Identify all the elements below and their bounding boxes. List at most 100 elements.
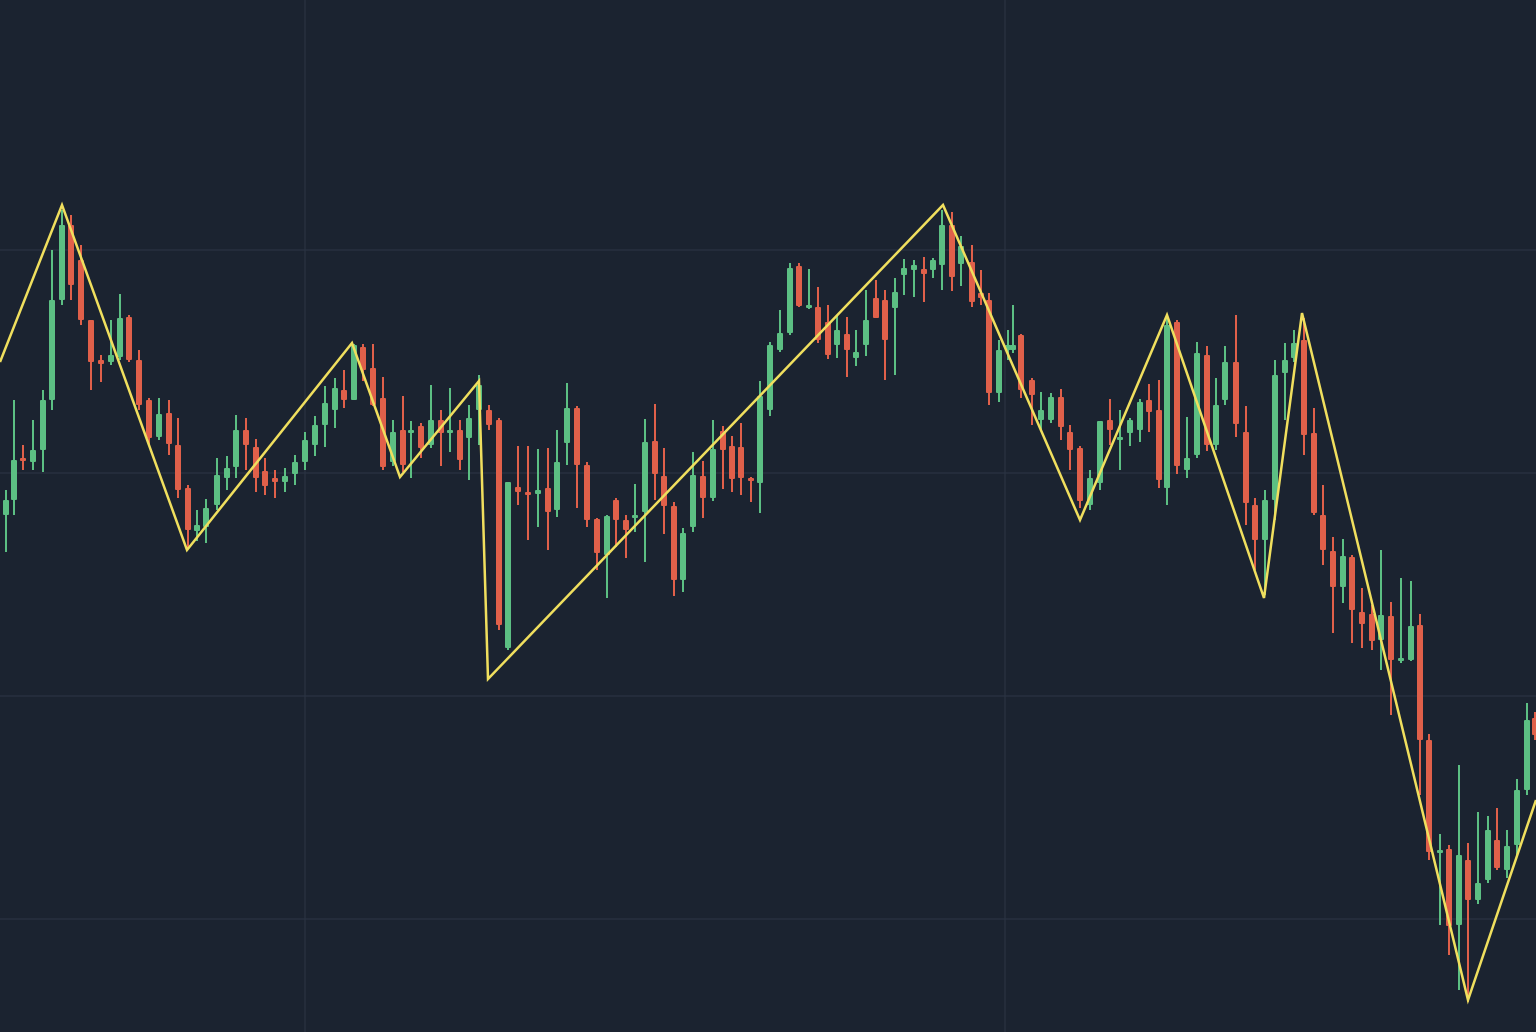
candle-body xyxy=(3,500,9,515)
candle-bullish xyxy=(1272,360,1278,520)
candle-bullish xyxy=(930,258,936,278)
candle-bearish xyxy=(243,418,249,470)
candle-body xyxy=(1514,790,1520,845)
candle-bearish xyxy=(486,405,492,430)
candle-body xyxy=(806,305,812,308)
candle-body xyxy=(1018,335,1024,390)
candle-body xyxy=(986,300,992,393)
candle-body xyxy=(921,269,927,274)
candle-body xyxy=(1067,432,1073,450)
candle-body xyxy=(1252,505,1258,540)
candle-body xyxy=(98,360,104,364)
candle-body xyxy=(892,292,898,308)
candle-bearish xyxy=(825,305,831,359)
candle-bullish xyxy=(911,260,917,297)
candle-bearish xyxy=(882,290,888,380)
candle-bearish xyxy=(136,350,142,410)
candle-bullish xyxy=(1524,703,1530,795)
candle-body xyxy=(901,268,907,275)
candle-body xyxy=(272,478,278,482)
candle-body xyxy=(1330,551,1336,587)
candle-bullish xyxy=(680,528,686,592)
candle-body xyxy=(911,265,917,270)
candle-body xyxy=(1272,375,1278,500)
candle-bearish xyxy=(1077,446,1083,508)
candle-body xyxy=(1446,849,1452,926)
candle-bullish xyxy=(1456,765,1462,990)
candle-bearish xyxy=(1301,318,1307,455)
candle-bullish xyxy=(996,340,1002,402)
candle-bullish xyxy=(1398,578,1404,663)
candle-body xyxy=(1117,437,1123,440)
candle-bullish xyxy=(853,330,859,366)
candle-body xyxy=(882,300,888,340)
candle-bullish xyxy=(1137,399,1143,442)
candle-body xyxy=(700,476,706,498)
candle-bullish xyxy=(214,458,220,510)
candle-bullish xyxy=(322,386,328,447)
candle-bearish xyxy=(166,400,172,455)
candle-body xyxy=(185,488,191,530)
candle-body xyxy=(1282,360,1288,373)
candle-body xyxy=(1077,448,1083,501)
candle-body xyxy=(525,492,531,495)
candle-bullish xyxy=(447,388,453,452)
candle-body xyxy=(214,475,220,505)
candle-bullish xyxy=(1048,393,1054,423)
candle-body xyxy=(613,500,619,520)
candle-bullish xyxy=(40,390,46,472)
candle-bullish xyxy=(642,419,648,562)
candle-bullish xyxy=(1504,830,1510,878)
candle-body xyxy=(853,352,859,358)
candle-bullish xyxy=(710,420,716,501)
candle-bearish xyxy=(126,315,132,362)
candle-body xyxy=(594,519,600,553)
candle-bullish xyxy=(332,378,338,428)
candle-body xyxy=(1156,410,1162,480)
candle-bullish xyxy=(1475,812,1481,904)
candle-bearish xyxy=(457,420,463,470)
candle-bullish xyxy=(1127,418,1133,446)
candle-body xyxy=(203,508,209,527)
candle-bearish xyxy=(1029,378,1035,425)
candle-bullish xyxy=(203,499,209,543)
candle-bullish xyxy=(49,250,55,410)
candle-body xyxy=(78,260,84,320)
candle-body xyxy=(873,298,879,318)
candle-body xyxy=(1164,325,1170,488)
candle-bearish xyxy=(844,317,850,377)
candle-body xyxy=(1456,855,1462,925)
candle-body xyxy=(136,360,142,405)
candle-body xyxy=(194,525,200,531)
candle-bullish xyxy=(1117,410,1123,470)
candle-body xyxy=(40,400,46,450)
candle-body xyxy=(545,488,551,512)
candle-body xyxy=(262,471,268,486)
candle-bullish xyxy=(892,278,898,375)
candle-bearish xyxy=(88,320,94,390)
candle-body xyxy=(815,307,821,340)
candle-body xyxy=(863,320,869,345)
candle-body xyxy=(834,330,840,345)
candle-bearish xyxy=(738,423,744,495)
candle-bearish xyxy=(525,446,531,540)
candle-bullish xyxy=(3,490,9,552)
candle-bullish xyxy=(117,294,123,360)
candle-body xyxy=(1398,658,1404,661)
candle-bullish xyxy=(30,420,36,470)
candle-bearish xyxy=(20,445,26,470)
candle-body xyxy=(233,430,239,467)
candle-body xyxy=(939,225,945,265)
candle-bullish xyxy=(1408,581,1414,661)
candle-bearish xyxy=(146,398,152,445)
candle-body xyxy=(1184,458,1190,470)
candle-body xyxy=(117,318,123,357)
candle-bullish xyxy=(535,449,541,527)
candle-body xyxy=(1222,362,1228,400)
candle-bullish xyxy=(1010,305,1016,353)
candle-bullish xyxy=(224,456,230,490)
candle-bullish xyxy=(554,430,560,517)
candle-body xyxy=(515,487,521,492)
candle-bearish xyxy=(1067,425,1073,470)
